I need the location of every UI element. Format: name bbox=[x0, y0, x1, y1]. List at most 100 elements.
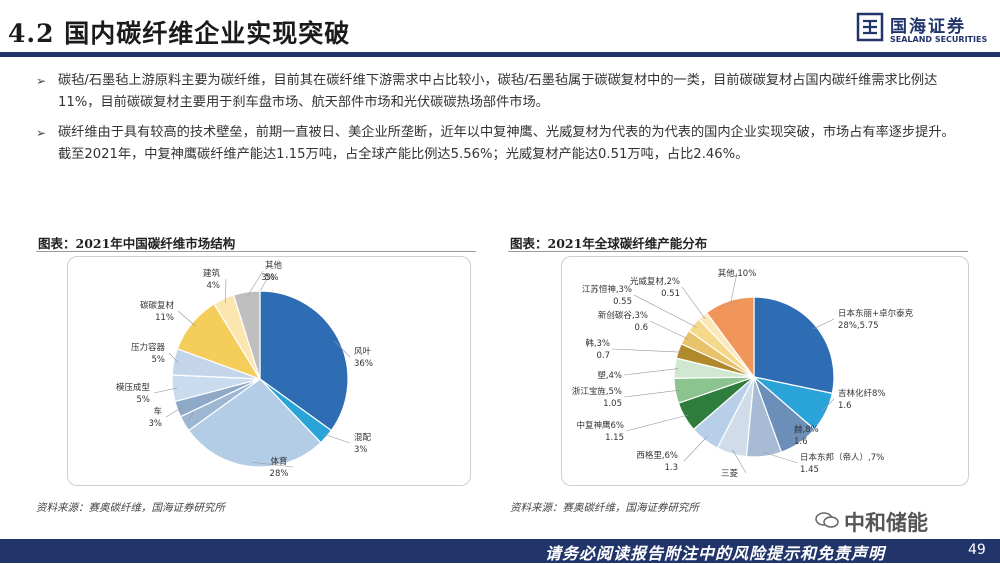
slice-label: 28% bbox=[270, 469, 289, 479]
slice-label: 5% bbox=[152, 355, 166, 365]
slice-label: 建筑 bbox=[203, 268, 221, 279]
slice-label: 11% bbox=[155, 313, 174, 323]
slice-label: 日本东邦（帝人）,7% bbox=[800, 452, 884, 463]
leader-line bbox=[812, 318, 835, 330]
bullet-item: ➢ 碳纤维由于具有较高的技术壁垒，前期一直被日、美企业所垄断，近年以中复神鹰、光… bbox=[36, 122, 966, 166]
slice-label: 模压成型 bbox=[116, 382, 151, 393]
leader-line bbox=[821, 398, 835, 411]
slice-label: 其他 bbox=[265, 260, 283, 271]
slice-label: 日本东丽+卓尔泰克 bbox=[838, 308, 914, 319]
leader-line bbox=[252, 461, 294, 468]
left-figure-title: 图表：2021年中国碳纤维市场结构 bbox=[38, 236, 236, 251]
footer-bar bbox=[0, 539, 1000, 563]
leader-line bbox=[225, 278, 227, 303]
bullet-item: ➢ 碳毡/石墨毡上游原料主要为碳纤维，目前其在碳纤维下游需求中占比较小，碳毡/石… bbox=[36, 70, 966, 114]
leader-line bbox=[611, 348, 683, 353]
slice-label: 0.51 bbox=[661, 289, 680, 299]
slice-label: 5% bbox=[265, 273, 279, 283]
slice-label: 碳碳复材 bbox=[140, 300, 175, 311]
slice-label: 新创碳谷,3% bbox=[598, 310, 648, 321]
right-figure-title: 图表：2021年全球碳纤维产能分布 bbox=[510, 236, 708, 251]
bullet-list: ➢ 碳毡/石墨毡上游原料主要为碳纤维，目前其在碳纤维下游需求中占比较小，碳毡/石… bbox=[36, 70, 966, 174]
leader-line bbox=[247, 270, 264, 297]
leader-line bbox=[153, 387, 177, 394]
sealand-logo-icon bbox=[856, 12, 884, 42]
slice-label: 塑,4% bbox=[597, 371, 622, 381]
slice-label: 中复神鹰6% bbox=[577, 420, 625, 431]
right-figure-source: 资料来源：赛奥碳纤维，国海证券研究所 bbox=[510, 502, 699, 514]
leader-line bbox=[732, 449, 747, 474]
slice-label: 车 bbox=[153, 406, 162, 417]
leader-line bbox=[334, 340, 351, 358]
slice-label: 三菱 bbox=[721, 468, 739, 479]
pie-slice bbox=[187, 378, 322, 468]
slice-label: 3% bbox=[261, 273, 275, 283]
slice-label: 西格里,6% bbox=[636, 450, 678, 461]
slide-title: 4.2 国内碳纤维企业实现突破 bbox=[8, 19, 351, 48]
disclaimer-text: 请务必阅读报告附注中的风险提示和免责声明 bbox=[545, 544, 886, 563]
pie-slice bbox=[259, 290, 349, 432]
logo-chinese-text: 国海证券 bbox=[890, 17, 966, 37]
slice-label: 混配 bbox=[354, 432, 372, 443]
right-figure-rule bbox=[508, 251, 968, 252]
left-chart-frame: 风叶 36% 混配 3% 体育 28% 3% 车 3% 模压成型 5% 压力容器 5% 碳碳复材 11% 建筑… bbox=[67, 256, 471, 486]
page-number: 49 bbox=[968, 542, 986, 558]
wechat-icon bbox=[815, 512, 839, 528]
left-figure-rule bbox=[36, 251, 476, 252]
slice-label: 1.3 bbox=[664, 463, 678, 473]
slice-label: 江苏恒神,3% bbox=[582, 284, 632, 295]
pie-slice bbox=[232, 290, 261, 380]
slice-label: 韩,3% bbox=[585, 338, 610, 349]
slice-label: 36% bbox=[354, 359, 373, 369]
slice-label: 1.6 bbox=[838, 401, 852, 411]
arrow-bullet-icon: ➢ bbox=[36, 126, 47, 140]
slice-label: 1.45 bbox=[800, 465, 819, 475]
leader-line bbox=[625, 414, 689, 432]
leader-line bbox=[633, 294, 697, 328]
slice-label: 0.55 bbox=[613, 297, 632, 307]
slice-label: 吉林化纤8% bbox=[838, 388, 886, 399]
slice-label: 风叶 bbox=[354, 347, 372, 357]
slice-label: 浙江宝旌,5% bbox=[572, 386, 622, 397]
leader-line bbox=[729, 272, 738, 305]
leader-line bbox=[322, 433, 351, 444]
slice-label: 压力容器 bbox=[131, 342, 166, 353]
slice-label: 3% bbox=[149, 419, 163, 429]
bullet-text: 碳毡/石墨毡上游原料主要为碳纤维，目前其在碳纤维下游需求中占比较小，碳毡/石墨毡… bbox=[58, 73, 938, 110]
leader-line bbox=[623, 389, 680, 398]
right-chart-frame: 日本东丽+卓尔泰克 28%,5.75 吉林化纤8% 1.6 赫,8% 1.6 日本东邦（帝人… bbox=[561, 256, 969, 486]
leader-line bbox=[165, 407, 182, 418]
slice-label: 0.6 bbox=[634, 323, 648, 333]
leader-line bbox=[649, 320, 689, 340]
leader-line bbox=[681, 286, 706, 319]
title-underline bbox=[0, 52, 1000, 57]
leader-line bbox=[791, 434, 798, 440]
slide-header: 4.2 国内碳纤维企业实现突破 国海证券 SEALAND SECURITIES bbox=[0, 0, 1000, 58]
slice-label: 光威复材,2% bbox=[630, 276, 680, 287]
bullet-text: 碳纤维由于具有较高的技术壁垒，前期一直被日、美企业所垄断，近年以中复神鹰、光威复… bbox=[58, 125, 955, 162]
slice-label: 28%,5.75 bbox=[838, 321, 879, 331]
pie-slice bbox=[753, 296, 835, 395]
left-figure-source: 资料来源：赛奥碳纤维，国海证券研究所 bbox=[36, 502, 225, 514]
watermark-text: 中和储能 bbox=[844, 511, 928, 535]
leader-line bbox=[168, 352, 179, 363]
slice-label: 5% bbox=[137, 395, 151, 405]
slice-label: 1.15 bbox=[605, 433, 624, 443]
logo-english-text: SEALAND SECURITIES bbox=[890, 35, 988, 44]
leader-line bbox=[177, 310, 196, 327]
pie-slice bbox=[705, 296, 755, 379]
sealand-logo: 国海证券 SEALAND SECURITIES bbox=[856, 10, 996, 50]
slice-label: 0.7 bbox=[596, 351, 610, 361]
arrow-bullet-icon: ➢ bbox=[36, 74, 47, 88]
global-capacity-pie-chart: 日本东丽+卓尔泰克 28%,5.75 吉林化纤8% 1.6 赫,8% 1.6 日本东邦（帝人… bbox=[572, 268, 914, 479]
slice-label: 赫,8% bbox=[794, 425, 819, 435]
leader-line bbox=[623, 368, 679, 376]
slice-label: 1.05 bbox=[603, 399, 622, 409]
leader-line bbox=[763, 452, 799, 464]
slice-label: 3% bbox=[354, 445, 368, 455]
slice-label: 体育 bbox=[270, 456, 287, 467]
slice-label: 1.6 bbox=[794, 437, 808, 447]
slice-label: 其他,10% bbox=[718, 268, 757, 279]
leader-line bbox=[683, 436, 708, 462]
slice-label: 4% bbox=[207, 281, 221, 291]
